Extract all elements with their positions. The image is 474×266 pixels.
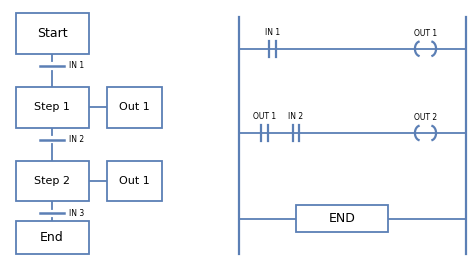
Text: OUT 1: OUT 1	[253, 112, 276, 121]
FancyBboxPatch shape	[16, 87, 89, 128]
Text: Out 1: Out 1	[119, 176, 150, 186]
FancyBboxPatch shape	[296, 205, 388, 232]
Text: End: End	[40, 231, 64, 244]
FancyBboxPatch shape	[108, 161, 162, 201]
Text: IN 1: IN 1	[69, 61, 84, 70]
Text: Start: Start	[36, 27, 67, 40]
Text: Step 1: Step 1	[34, 102, 70, 112]
Text: Step 2: Step 2	[34, 176, 70, 186]
Text: Out 1: Out 1	[119, 102, 150, 112]
FancyBboxPatch shape	[108, 87, 162, 128]
Text: IN 1: IN 1	[265, 28, 280, 37]
Text: IN 2: IN 2	[288, 112, 303, 121]
Text: IN 2: IN 2	[69, 135, 84, 144]
Text: OUT 1: OUT 1	[414, 29, 437, 38]
FancyBboxPatch shape	[16, 161, 89, 201]
Text: OUT 2: OUT 2	[414, 113, 437, 122]
Text: IN 3: IN 3	[69, 209, 84, 218]
FancyBboxPatch shape	[16, 221, 89, 254]
Text: END: END	[328, 212, 356, 225]
FancyBboxPatch shape	[16, 13, 89, 54]
